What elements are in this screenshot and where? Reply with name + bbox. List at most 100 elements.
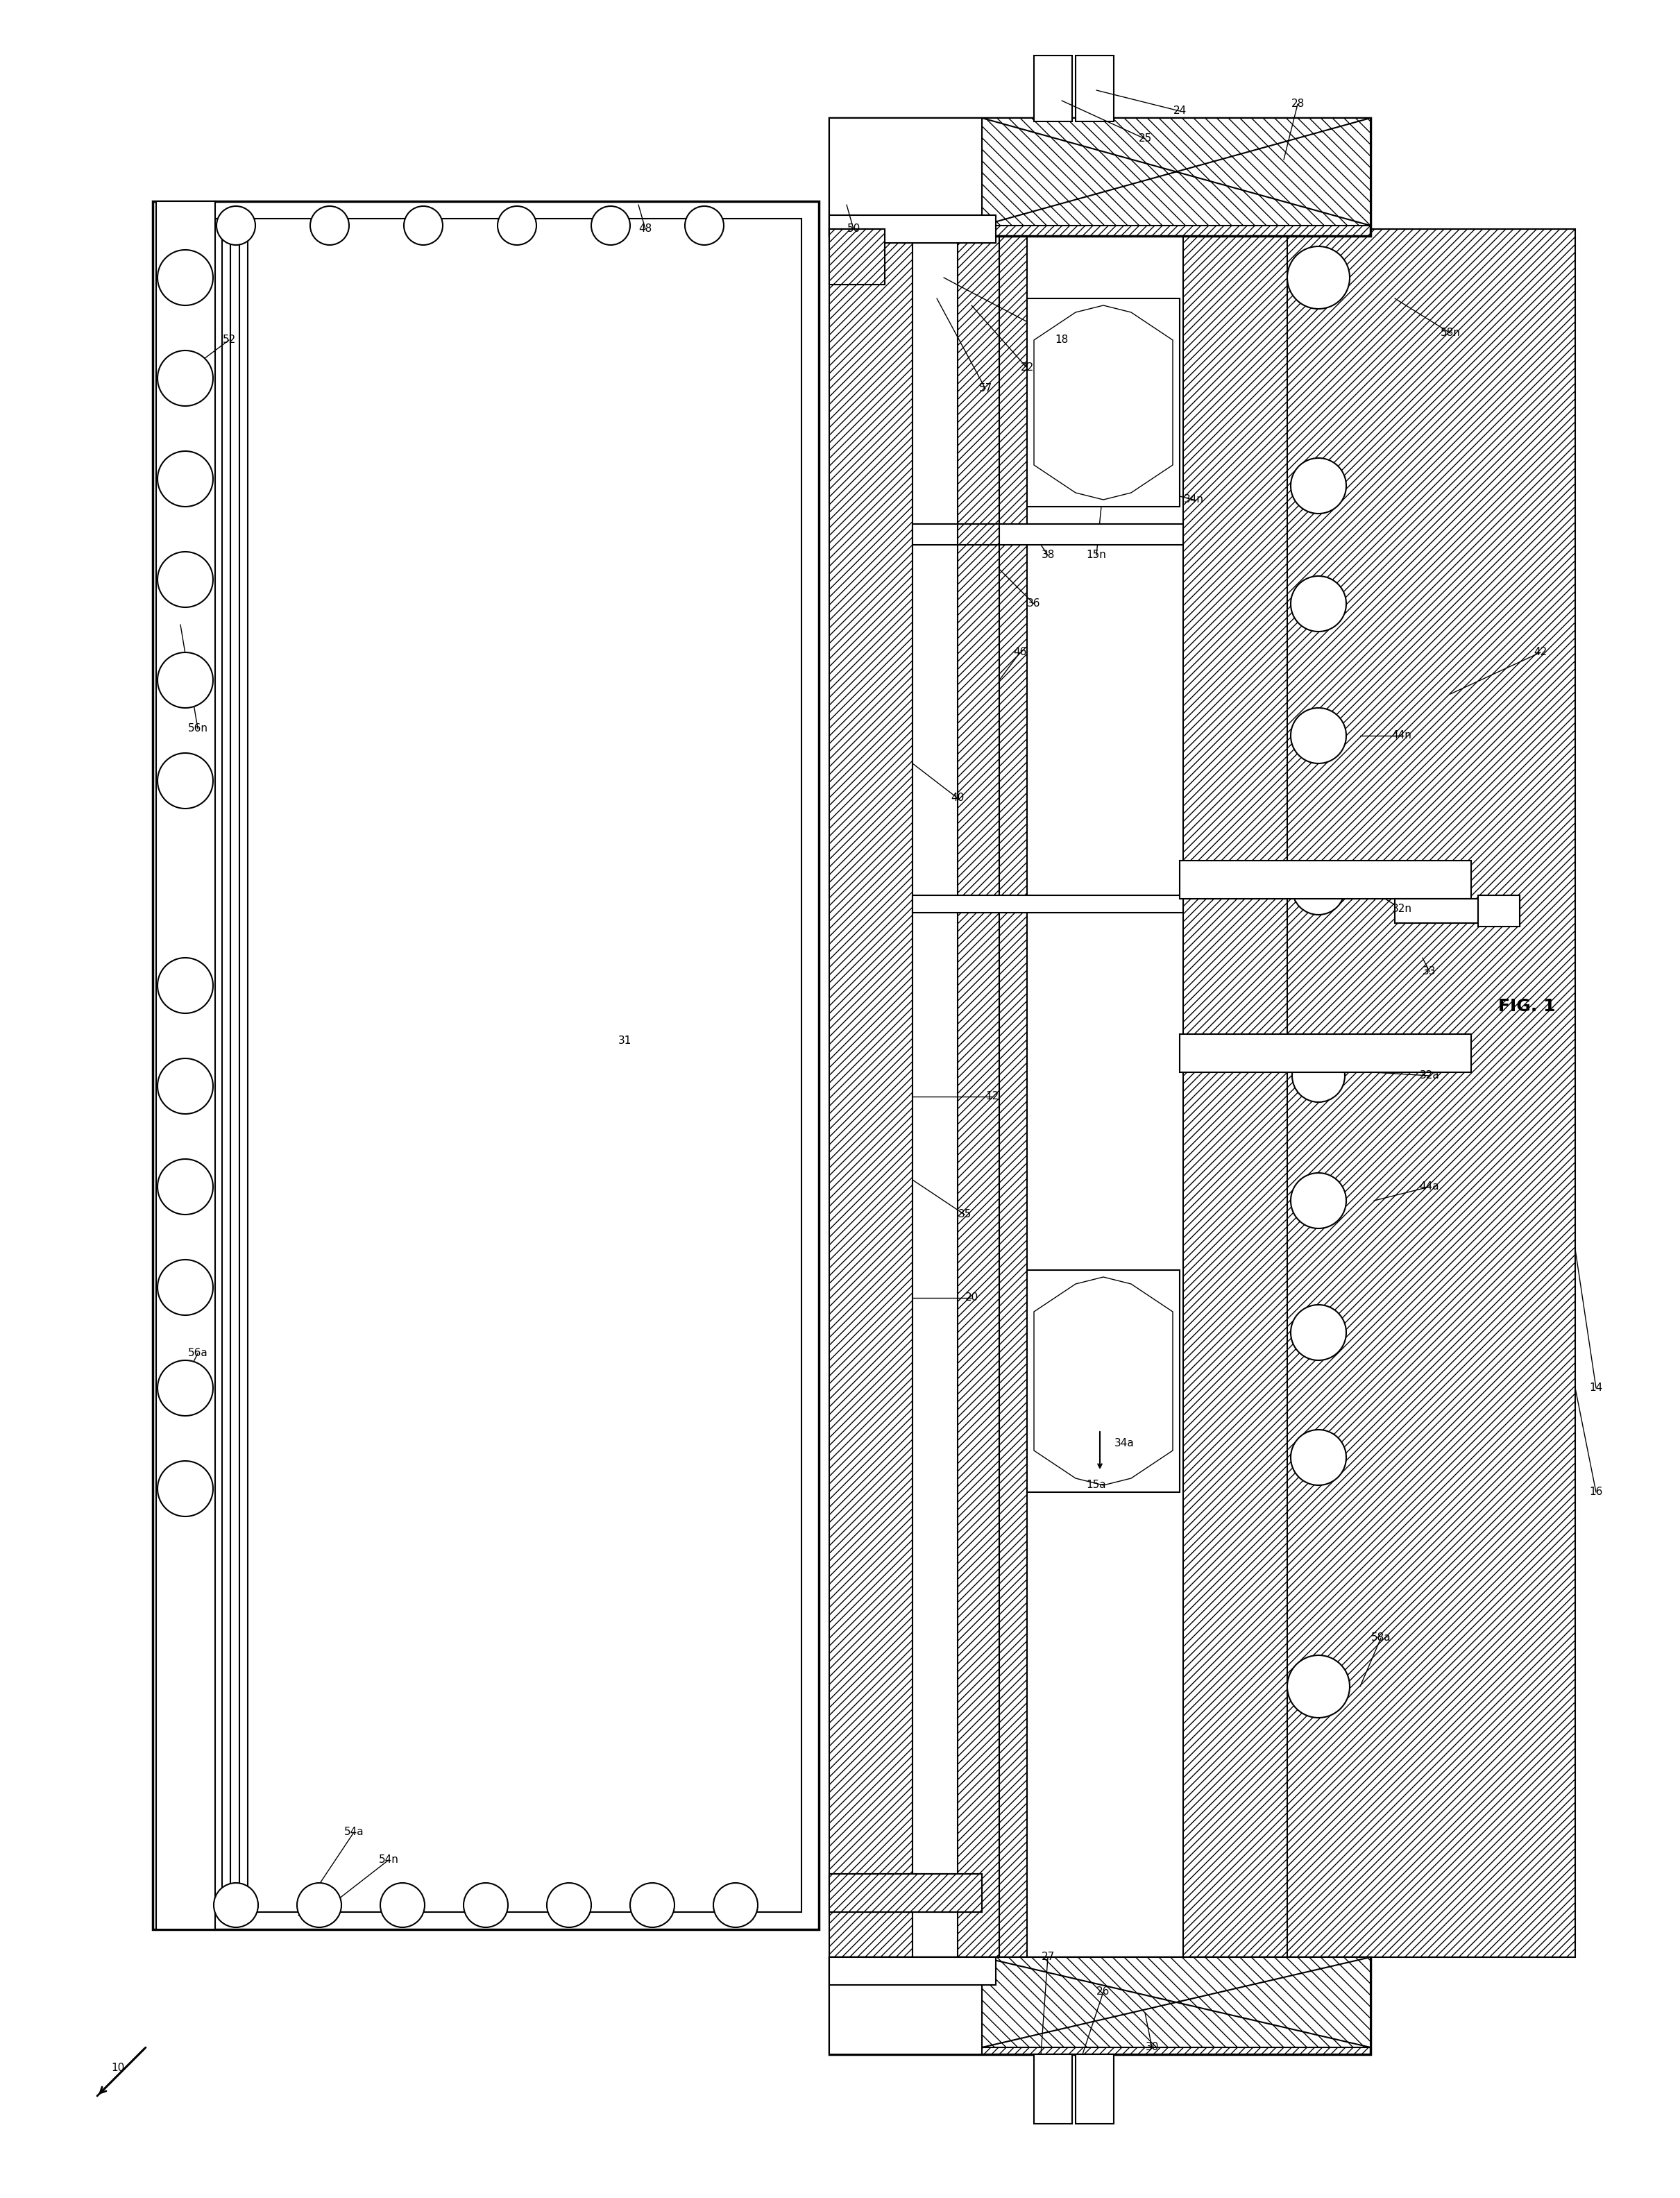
Bar xyxy=(1033,55,1072,121)
Circle shape xyxy=(685,207,724,244)
Circle shape xyxy=(158,1059,213,1114)
Bar xyxy=(1179,229,1287,1956)
Text: 18: 18 xyxy=(1055,334,1068,345)
Circle shape xyxy=(1287,1655,1349,1717)
Text: 24: 24 xyxy=(1173,106,1186,116)
Text: 26: 26 xyxy=(1097,1987,1110,1998)
Text: 40: 40 xyxy=(951,793,964,802)
Text: 25: 25 xyxy=(1139,134,1152,145)
Circle shape xyxy=(158,1259,213,1314)
Bar xyxy=(240,229,247,1901)
Text: 58a: 58a xyxy=(1371,1633,1391,1644)
Text: 32a: 32a xyxy=(1420,1070,1440,1081)
Text: 46: 46 xyxy=(1013,646,1026,657)
Bar xyxy=(830,1956,996,1985)
Circle shape xyxy=(1290,708,1346,763)
Bar xyxy=(830,1956,1371,2055)
Circle shape xyxy=(158,552,213,607)
Text: 54a: 54a xyxy=(344,1827,365,1838)
Text: 10: 10 xyxy=(111,2064,124,2073)
Bar xyxy=(1042,354,1166,451)
Text: 57: 57 xyxy=(979,382,993,393)
Circle shape xyxy=(158,1158,213,1215)
Text: 15n: 15n xyxy=(1087,550,1107,560)
Text: 27: 27 xyxy=(1042,1952,1055,1963)
Bar xyxy=(830,229,885,284)
Circle shape xyxy=(297,1884,341,1928)
Circle shape xyxy=(158,451,213,508)
Circle shape xyxy=(217,207,255,244)
Text: 33: 33 xyxy=(1423,967,1436,976)
Circle shape xyxy=(158,754,213,809)
Bar xyxy=(1075,2055,1114,2123)
Circle shape xyxy=(497,207,536,244)
Text: 48: 48 xyxy=(638,224,652,235)
Text: 35: 35 xyxy=(958,1209,971,1220)
Text: 16: 16 xyxy=(1589,1488,1603,1497)
Bar xyxy=(1478,895,1520,928)
Circle shape xyxy=(1290,457,1346,514)
Circle shape xyxy=(158,958,213,1013)
Bar xyxy=(958,229,1000,1956)
Bar xyxy=(912,229,1183,1956)
Bar xyxy=(1026,1270,1179,1492)
Text: 34n: 34n xyxy=(1183,495,1203,506)
Circle shape xyxy=(158,653,213,708)
Text: 44a: 44a xyxy=(1420,1183,1440,1191)
Text: 34a: 34a xyxy=(1114,1437,1134,1448)
Circle shape xyxy=(311,207,349,244)
Bar xyxy=(830,215,996,244)
Circle shape xyxy=(1290,576,1346,631)
Bar xyxy=(222,229,230,1901)
Text: 56n: 56n xyxy=(188,723,208,734)
Text: 31: 31 xyxy=(618,1035,632,1046)
Circle shape xyxy=(213,1884,259,1928)
Bar xyxy=(830,1875,981,1912)
Text: 30: 30 xyxy=(1146,2042,1159,2053)
Text: 14: 14 xyxy=(1589,1383,1603,1394)
Text: 54n: 54n xyxy=(378,1855,398,1866)
Bar xyxy=(1284,229,1576,1956)
Polygon shape xyxy=(1033,1277,1173,1486)
Text: FIG. 1: FIG. 1 xyxy=(1499,998,1556,1015)
Text: 58n: 58n xyxy=(1440,328,1460,338)
Polygon shape xyxy=(1033,306,1173,499)
Circle shape xyxy=(158,1462,213,1517)
Text: 32n: 32n xyxy=(1391,903,1411,914)
Circle shape xyxy=(380,1884,425,1928)
Circle shape xyxy=(403,207,444,244)
Bar xyxy=(1394,899,1478,923)
Text: 42: 42 xyxy=(1534,646,1547,657)
Bar xyxy=(1026,299,1179,508)
Text: 28: 28 xyxy=(1290,99,1304,110)
Circle shape xyxy=(158,251,213,306)
Bar xyxy=(1075,55,1114,121)
Circle shape xyxy=(1287,246,1349,310)
Bar xyxy=(830,119,1371,235)
Circle shape xyxy=(546,1884,591,1928)
Bar xyxy=(1033,2055,1072,2123)
Circle shape xyxy=(1290,1306,1346,1361)
Circle shape xyxy=(158,349,213,407)
Circle shape xyxy=(630,1884,674,1928)
Bar xyxy=(1000,229,1026,1956)
Bar xyxy=(1179,862,1472,899)
Bar xyxy=(981,1956,1371,2046)
Text: 15a: 15a xyxy=(1087,1479,1107,1490)
Circle shape xyxy=(464,1884,507,1928)
Bar xyxy=(153,202,818,1930)
Text: 44n: 44n xyxy=(1391,730,1411,741)
Bar xyxy=(958,523,1000,545)
Text: 56a: 56a xyxy=(188,1347,208,1358)
Text: 22: 22 xyxy=(1020,363,1033,374)
Bar xyxy=(912,895,1183,912)
Bar xyxy=(1179,1033,1472,1073)
Circle shape xyxy=(1290,1174,1346,1229)
Text: 20: 20 xyxy=(964,1292,978,1303)
Text: 12: 12 xyxy=(986,1092,1000,1101)
Bar xyxy=(1042,1325,1166,1437)
Circle shape xyxy=(1292,862,1344,914)
Bar xyxy=(156,202,215,1930)
Circle shape xyxy=(714,1884,758,1928)
Bar xyxy=(981,119,1371,226)
